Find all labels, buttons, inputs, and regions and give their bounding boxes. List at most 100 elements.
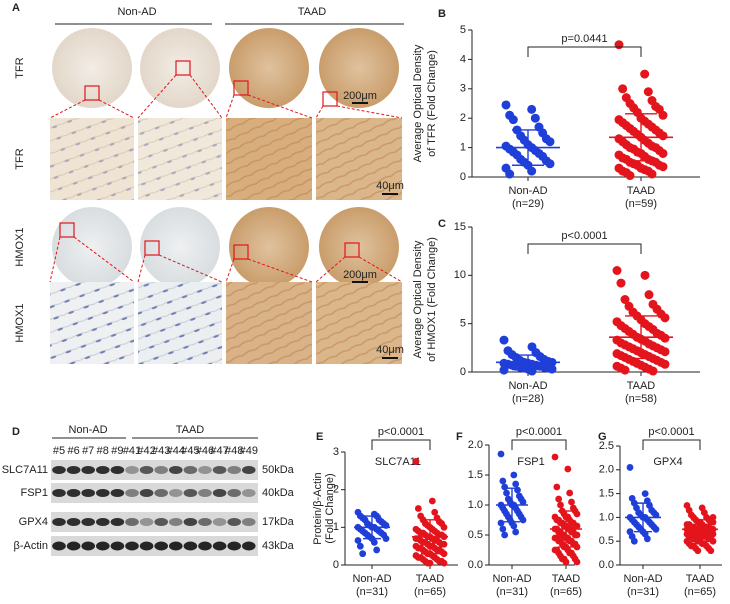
blot-band	[212, 518, 227, 526]
data-point	[354, 537, 362, 544]
data-point	[512, 480, 520, 488]
blot-band	[52, 466, 66, 474]
y-tick-label: 2.0	[468, 439, 483, 451]
blot-band	[96, 489, 110, 497]
lane-label: #5	[53, 445, 65, 457]
data-point	[557, 501, 564, 509]
y-tick-label: 1	[333, 521, 339, 533]
data-point	[440, 540, 448, 548]
zoom-texture	[316, 118, 402, 200]
blot-band	[169, 518, 183, 526]
data-point	[641, 490, 649, 497]
data-point	[573, 522, 581, 530]
chart-title: SLC7A11	[375, 456, 421, 468]
data-point	[412, 458, 420, 465]
n-label: (n=31)	[356, 586, 388, 598]
size-label: 17kDa	[262, 516, 295, 528]
blot-band	[125, 541, 139, 551]
n-label: (n=29)	[512, 198, 544, 210]
region-box	[233, 244, 249, 260]
zoom-guide	[247, 94, 313, 119]
blot-band	[169, 489, 183, 497]
panel-label: D	[12, 426, 20, 438]
zoom-texture	[316, 282, 402, 364]
data-point	[652, 525, 660, 533]
panel-label: C	[438, 218, 446, 230]
p-value: p<0.0001	[516, 426, 562, 438]
tissue-core	[140, 28, 220, 108]
data-point	[414, 505, 422, 512]
blot-band	[183, 541, 198, 551]
zoom-texture	[138, 118, 222, 200]
blot-band	[154, 489, 168, 497]
x-tick-label: Non-AD	[352, 573, 391, 585]
data-point	[566, 489, 574, 497]
y-tick-label: 3	[460, 83, 466, 95]
blot-band	[154, 518, 168, 526]
n-label: (n=65)	[550, 586, 582, 598]
group-label: TAAD	[176, 424, 205, 436]
tissue-core	[140, 207, 220, 287]
data-point	[658, 110, 668, 120]
y-tick-label: 0.5	[599, 535, 614, 547]
y-axis-label: (Fold Change)	[324, 473, 336, 543]
blot-band	[125, 489, 139, 497]
data-point	[630, 537, 638, 545]
data-point	[616, 278, 626, 288]
data-point	[545, 159, 555, 169]
size-label: 40kDa	[262, 487, 295, 499]
region-box	[84, 85, 100, 101]
n-label: (n=28)	[512, 393, 544, 405]
panel-label: E	[316, 431, 323, 443]
x-tick-label: Non-AD	[508, 185, 547, 197]
data-point	[512, 528, 520, 536]
data-point	[648, 366, 658, 376]
blot-band	[96, 541, 110, 551]
y-tick-label: 1.0	[599, 511, 614, 523]
data-point	[643, 535, 651, 543]
protein-label: SLC7A11	[2, 464, 48, 476]
p-value: p=0.0441	[561, 33, 607, 45]
blot-band	[154, 466, 168, 474]
data-point	[547, 364, 557, 374]
data-point	[530, 113, 540, 123]
significance-bracket	[527, 243, 642, 254]
data-point	[551, 453, 559, 461]
data-point	[625, 171, 635, 181]
blot-band	[154, 541, 168, 551]
data-point	[709, 537, 717, 545]
data-point	[612, 266, 622, 275]
blot-band	[212, 466, 227, 474]
x-tick-label: Non-AD	[623, 573, 662, 585]
data-point	[499, 525, 507, 533]
data-point	[658, 131, 668, 141]
size-label: 50kDa	[262, 464, 295, 476]
lane-label: #41	[123, 445, 141, 457]
data-point	[643, 87, 653, 97]
data-point	[660, 333, 670, 343]
p-value: p<0.0001	[648, 426, 694, 438]
y-tick-label: 0.0	[599, 559, 614, 571]
blot-band	[81, 466, 95, 474]
data-point	[640, 69, 650, 79]
lane-label: #44	[167, 445, 185, 457]
blot-band	[52, 489, 66, 497]
row-label: HMOX1	[14, 227, 26, 266]
blot-band	[66, 489, 81, 497]
y-axis-label: of HMOX1 (Fold Change)	[426, 237, 438, 362]
lane-label: #9	[111, 445, 123, 457]
blot-band	[183, 466, 198, 474]
y-tick-label: 0.5	[468, 529, 483, 541]
region-box	[144, 240, 160, 256]
scale-bar-label: 200μm	[343, 90, 377, 102]
y-tick-label: 4	[460, 53, 466, 65]
data-point	[499, 477, 507, 485]
data-point	[573, 543, 581, 551]
blot-band	[242, 466, 256, 474]
blot-band	[96, 466, 110, 474]
tissue-core	[319, 28, 399, 108]
zoom-guide	[137, 74, 177, 119]
data-point	[501, 100, 511, 110]
region-box	[175, 60, 191, 76]
